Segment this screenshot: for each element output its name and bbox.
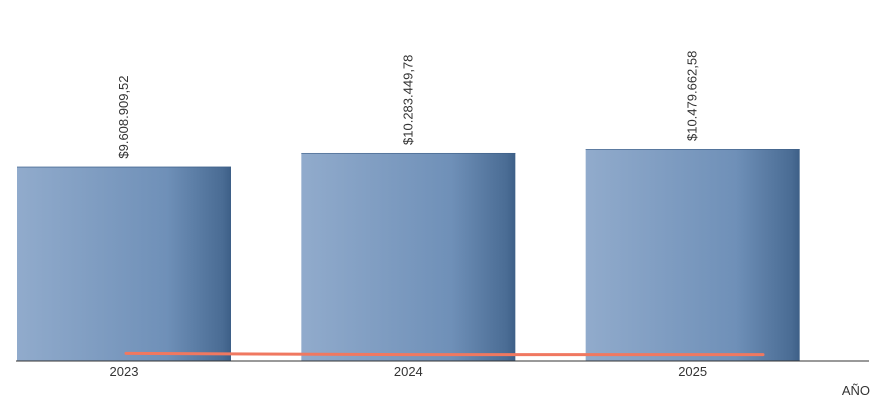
x-tick-label-2025: 2025 [678,364,707,379]
x-tick-label-2024: 2024 [394,364,423,379]
value-label-2024: $10.283.449,78 [400,55,415,145]
value-label-2025: $10.479.662,58 [685,51,700,141]
bar-2024[interactable] [301,152,516,361]
bar-2025[interactable] [585,149,800,361]
value-labels: $9.608.909,52 $10.283.449,78 $10.479.662,5… [116,51,700,159]
x-tick-labels: 2023 2024 2025 [110,364,708,379]
value-label-2023: $9.608.909,52 [116,75,131,158]
x-axis-title: AÑO [842,383,870,398]
bar-2023[interactable] [17,166,231,361]
trend-line[interactable] [124,351,765,357]
line-layer [124,351,765,357]
x-tick-label-2023: 2023 [110,364,139,379]
bars-layer [17,149,800,361]
